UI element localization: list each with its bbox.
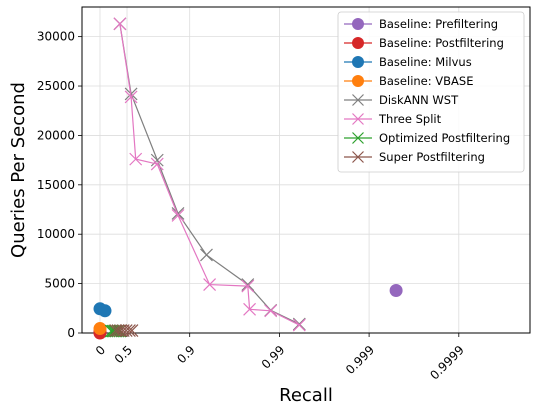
y-axis-title: Queries Per Second (8, 82, 29, 258)
legend-item: Super Postfiltering (344, 150, 485, 164)
y-tick-label: 30000 (37, 30, 75, 44)
legend-item: Optimized Postfiltering (344, 131, 510, 145)
x-tick-label: 0.99 (259, 343, 288, 372)
legend-marker (352, 56, 364, 68)
data-point (171, 207, 185, 220)
legend: Baseline: Prefiltering Baseline: Postfilt… (337, 11, 525, 173)
legend-item: Baseline: VBASE (344, 74, 473, 88)
legend-item: Three Split (344, 112, 442, 126)
data-point (243, 302, 257, 316)
series-baseline-prefiltering (389, 284, 403, 298)
legend-item: Baseline: Prefiltering (344, 17, 498, 31)
data-point (124, 90, 138, 104)
legend-label: Three Split (378, 112, 442, 126)
x-tick-label: 0 (93, 343, 108, 358)
y-tick-label: 15000 (37, 178, 75, 192)
series-super-postfiltering (109, 324, 139, 337)
legend-marker (352, 37, 364, 49)
legend-item: DiskANN WST (344, 93, 459, 107)
legend-box (337, 11, 525, 173)
y-tick-label: 25000 (37, 79, 75, 93)
y-tick-label: 5000 (44, 277, 75, 291)
series-line (119, 23, 300, 325)
data-point (114, 324, 127, 337)
legend-item: Baseline: Milvus (344, 55, 472, 69)
series-three-split (113, 17, 306, 332)
data-point (119, 324, 133, 337)
data-point (122, 324, 136, 337)
x-axis-title: Recall (279, 385, 333, 406)
data-point (113, 17, 127, 31)
x-tick-label: 0.999 (343, 343, 377, 377)
data-point (200, 248, 213, 262)
data-point (150, 153, 164, 167)
y-tick-label: 20000 (37, 128, 75, 142)
series-line (119, 23, 300, 326)
legend-label: Baseline: Prefiltering (379, 17, 498, 31)
series-layer (93, 17, 403, 340)
data-point (93, 322, 107, 336)
data-point (241, 279, 255, 293)
legend-label: Super Postfiltering (379, 150, 485, 164)
data-point (98, 304, 112, 318)
legend-label: Optimized Postfiltering (379, 131, 510, 145)
legend-label: Baseline: Postfiltering (379, 36, 504, 50)
legend-item: Baseline: Postfiltering (344, 36, 504, 50)
y-axis: 0 5000 10000 15000 20000 25000 30000 (37, 30, 82, 340)
data-point (129, 152, 143, 166)
legend-marker (352, 113, 364, 125)
data-point (125, 324, 139, 337)
y-tick-label: 0 (67, 326, 75, 340)
data-point (171, 209, 185, 222)
series-baseline-vbase (93, 322, 107, 336)
legend-marker (352, 75, 364, 87)
legend-marker (352, 151, 364, 163)
x-tick-label: 0.9999 (427, 343, 467, 383)
data-point (292, 318, 306, 332)
data-point (241, 278, 255, 292)
series-baseline-milvus (93, 302, 112, 318)
legend-marker (352, 18, 364, 30)
legend-label: Baseline: Milvus (379, 55, 472, 69)
plot-frame (81, 6, 531, 334)
data-point (292, 317, 306, 331)
data-point (389, 284, 403, 298)
data-point (203, 278, 217, 292)
legend-marker (352, 94, 364, 106)
data-point (150, 157, 164, 171)
x-tick-label: 0.9 (174, 343, 197, 366)
data-point (264, 304, 278, 318)
y-tick-label: 10000 (37, 227, 75, 241)
x-axis: 0 0.5 0.9 0.99 0.999 0.9999 (93, 333, 467, 382)
legend-label: Baseline: VBASE (379, 74, 473, 88)
legend-label: DiskANN WST (379, 93, 459, 107)
legend-marker (352, 132, 364, 144)
x-tick-label: 0.5 (112, 343, 135, 366)
